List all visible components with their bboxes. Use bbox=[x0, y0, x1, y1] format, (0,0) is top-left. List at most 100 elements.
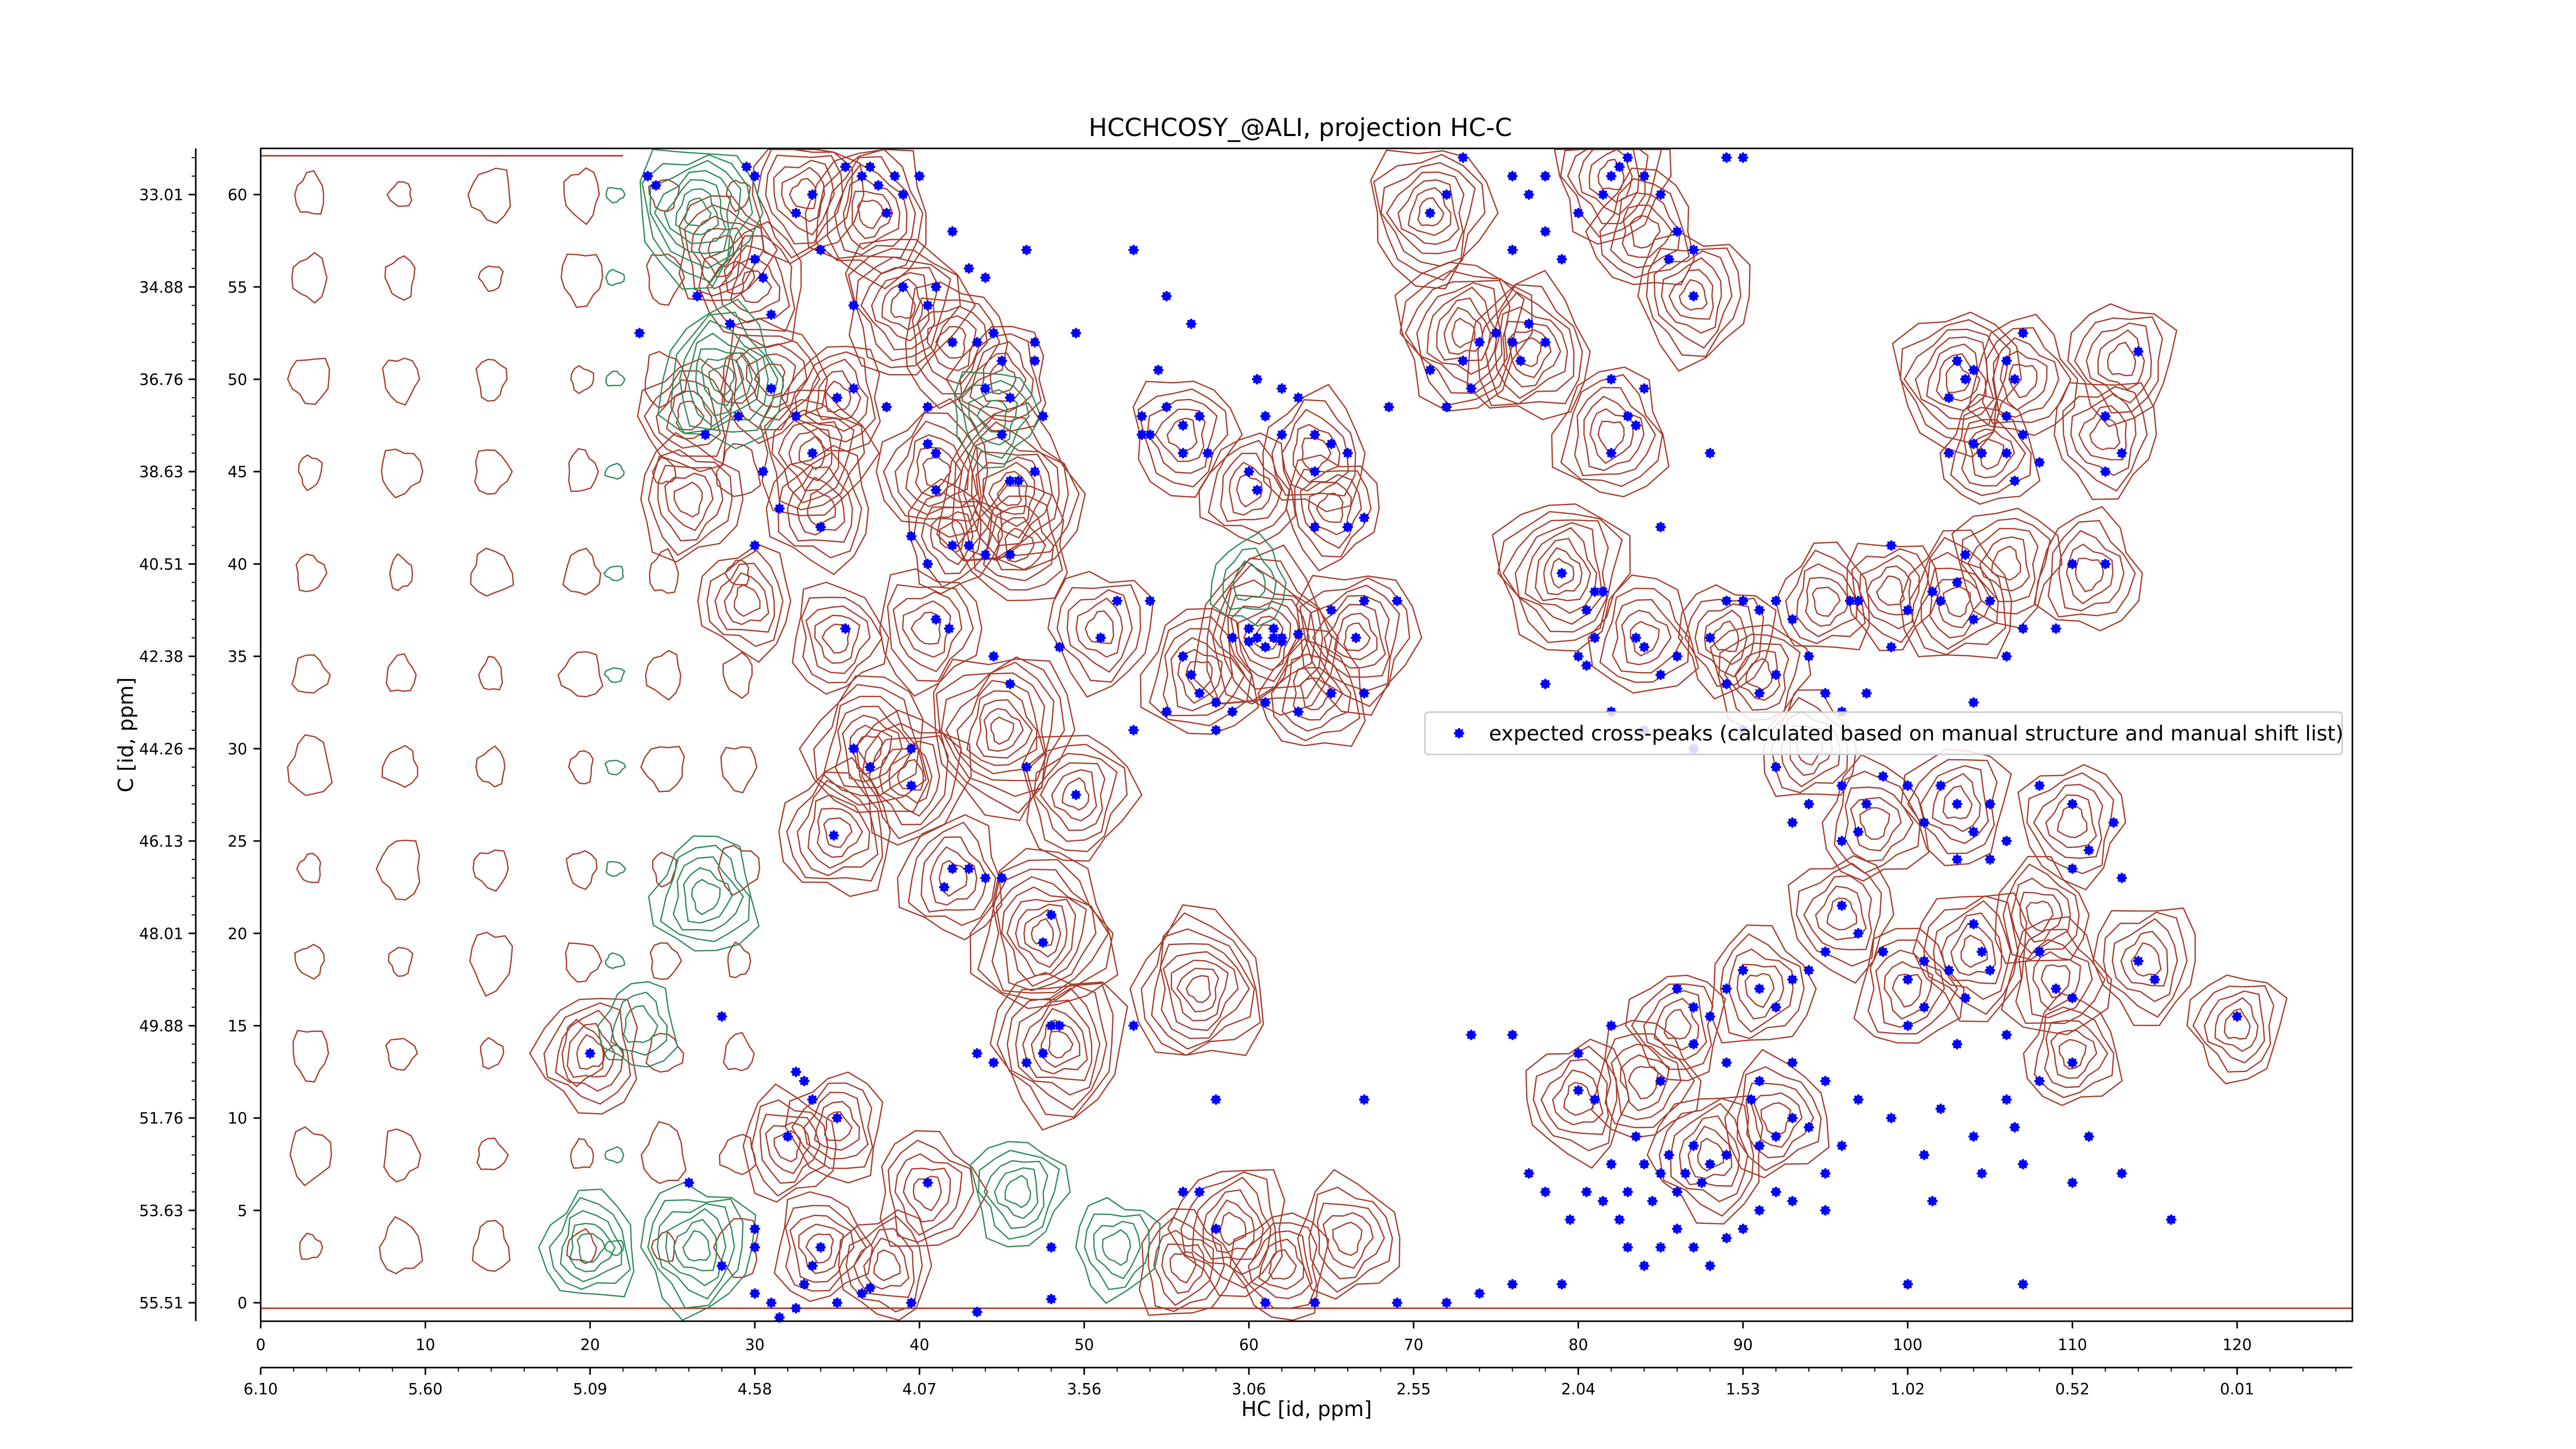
expected-cross-peak bbox=[1968, 827, 1979, 837]
expected-cross-peak bbox=[1310, 466, 1320, 477]
positive-contour-line bbox=[1150, 928, 1256, 1050]
positive-contour-line bbox=[1574, 386, 1656, 477]
expected-cross-peak bbox=[1952, 1039, 1962, 1050]
x-ppm-tick-label: 4.07 bbox=[902, 1380, 937, 1399]
positive-contour-line bbox=[754, 363, 786, 396]
expected-cross-peak bbox=[1622, 411, 1633, 422]
expected-cross-peak bbox=[856, 171, 867, 181]
expected-cross-peak bbox=[2001, 1030, 2012, 1040]
expected-cross-peak bbox=[1968, 697, 1979, 708]
expected-cross-peak bbox=[1943, 392, 1954, 403]
expected-cross-peak bbox=[1342, 448, 1353, 459]
positive-contour-line bbox=[2058, 1039, 2087, 1070]
positive-contour-line bbox=[2040, 964, 2071, 999]
expected-cross-peak bbox=[947, 226, 958, 237]
noise-contour bbox=[478, 265, 504, 292]
positive-contour-line bbox=[1668, 268, 1714, 320]
positive-contour-line bbox=[982, 504, 1054, 582]
negative-contour-line bbox=[647, 1198, 744, 1309]
noise-contour bbox=[725, 179, 751, 212]
positive-contour-line bbox=[938, 860, 968, 897]
expected-cross-peak bbox=[758, 272, 768, 283]
expected-cross-peak bbox=[2009, 1122, 2020, 1133]
expected-cross-peak bbox=[1853, 827, 1863, 837]
positive-contour-line bbox=[698, 227, 743, 278]
expected-cross-peak bbox=[1507, 1279, 1518, 1290]
noise-contour bbox=[649, 548, 680, 594]
expected-cross-peak bbox=[1277, 636, 1287, 647]
expected-cross-peak bbox=[1540, 226, 1551, 237]
positive-contour-line bbox=[1936, 353, 1981, 402]
expected-cross-peak bbox=[1639, 1159, 1650, 1170]
positive-contour-line bbox=[1394, 261, 1533, 412]
negative-contour-line bbox=[538, 1188, 635, 1298]
expected-cross-peak bbox=[1186, 318, 1197, 329]
positive-contour-line bbox=[1185, 661, 1213, 693]
expected-cross-peak bbox=[988, 328, 999, 339]
expected-cross-peak bbox=[972, 1048, 982, 1059]
positive-contour-line bbox=[1306, 584, 1400, 692]
positive-contour-line bbox=[988, 470, 1028, 515]
noise-contour-negative bbox=[604, 952, 625, 969]
expected-cross-peak bbox=[2100, 466, 2111, 477]
expected-cross-peak bbox=[807, 1260, 818, 1271]
positive-contour-line bbox=[1343, 622, 1371, 652]
positive-contour-line bbox=[1587, 574, 1700, 694]
positive-contour-line bbox=[805, 358, 869, 432]
noise-contour bbox=[384, 255, 416, 301]
positive-contour-line bbox=[1485, 291, 1575, 405]
expected-cross-peak bbox=[2166, 1214, 2177, 1225]
x-index-tick-label: 20 bbox=[580, 1336, 600, 1354]
expected-cross-peak bbox=[1837, 1140, 1847, 1151]
positive-contour-line bbox=[1846, 543, 1941, 651]
positive-contour-line bbox=[1268, 1249, 1297, 1280]
negative-contour-line bbox=[1083, 1213, 1150, 1290]
expected-cross-peak bbox=[766, 309, 776, 320]
expected-cross-peak bbox=[791, 1303, 801, 1313]
expected-cross-peak bbox=[2067, 1177, 2078, 1188]
positive-contour-line bbox=[1502, 519, 1609, 633]
positive-contour-line bbox=[1563, 1082, 1594, 1116]
positive-contour-line bbox=[1004, 527, 1035, 563]
positive-contour-line bbox=[1299, 474, 1362, 549]
expected-cross-peak bbox=[1293, 629, 1303, 639]
positive-contour-line bbox=[1262, 383, 1366, 513]
negative-contour-line bbox=[1232, 560, 1266, 601]
positive-contour-line bbox=[990, 362, 1017, 395]
positive-contour-line bbox=[1920, 551, 1999, 650]
negative-contour-line bbox=[641, 154, 753, 283]
positive-contour-line bbox=[1993, 337, 2060, 418]
positive-contour-line bbox=[1236, 474, 1263, 508]
positive-contour-line bbox=[734, 584, 761, 617]
expected-cross-peak bbox=[1507, 337, 1518, 348]
expected-cross-peak bbox=[1021, 762, 1032, 772]
noise-contour bbox=[386, 181, 413, 207]
negative-contour-line bbox=[670, 311, 778, 434]
expected-cross-peak bbox=[897, 189, 908, 200]
expected-cross-peak bbox=[1589, 632, 1600, 643]
positive-contour-line bbox=[1051, 769, 1097, 822]
negative-contour-line bbox=[560, 1210, 622, 1283]
expected-cross-peak bbox=[980, 383, 991, 394]
positive-contour-line bbox=[2002, 863, 2080, 961]
positive-contour-line bbox=[1724, 1049, 1830, 1179]
positive-contour-line bbox=[1140, 608, 1259, 735]
y-ppm-tick-label: 53.63 bbox=[139, 1202, 183, 1220]
positive-contour-line bbox=[1621, 610, 1672, 666]
expected-cross-peak bbox=[1853, 1094, 1863, 1105]
expected-cross-peak bbox=[1672, 651, 1683, 662]
negative-contour-line bbox=[649, 160, 741, 269]
expected-cross-peak bbox=[815, 521, 826, 532]
expected-cross-peak bbox=[1178, 651, 1189, 662]
positive-contour-line bbox=[1139, 1208, 1237, 1316]
positive-contour-line bbox=[1176, 967, 1219, 1013]
expected-cross-peak bbox=[758, 466, 768, 477]
positive-contour-line bbox=[807, 490, 836, 527]
expected-cross-peak bbox=[1655, 1168, 1666, 1179]
positive-contour-line bbox=[796, 780, 879, 877]
positive-contour-line bbox=[1900, 319, 2011, 444]
positive-contour-line bbox=[911, 297, 1001, 395]
positive-contour-line bbox=[778, 756, 891, 897]
expected-cross-peak bbox=[733, 411, 744, 422]
noise-contour bbox=[640, 746, 685, 793]
